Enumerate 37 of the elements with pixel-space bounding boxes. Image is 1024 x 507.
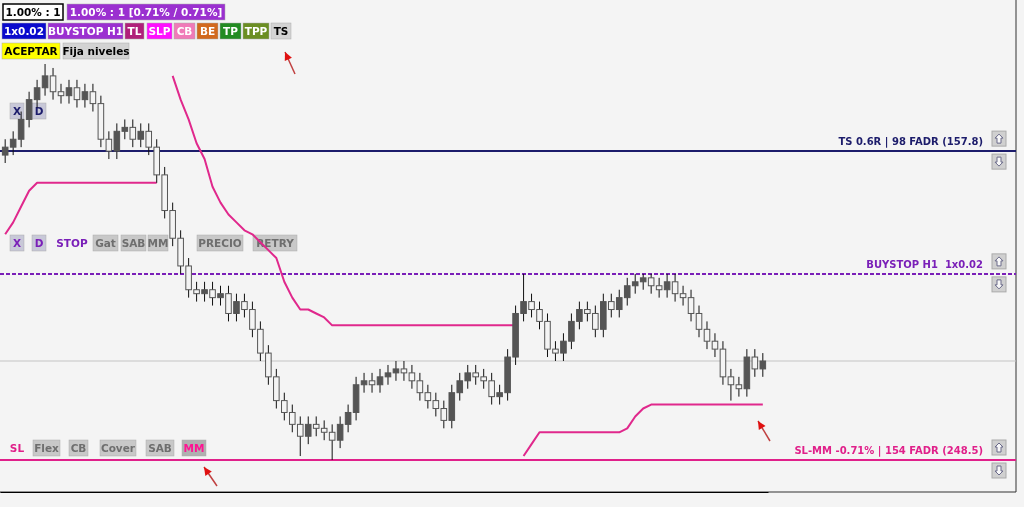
annotation: X	[12, 237, 22, 249]
candlestick	[65, 79, 73, 105]
ref-line-label: TS 0.6R | 98 FADR (157.8)	[838, 136, 983, 149]
annotation: Cover	[100, 442, 136, 454]
text: BE	[199, 25, 216, 37]
text: TP	[223, 25, 239, 37]
annotation: SL	[9, 442, 25, 454]
candlestick	[57, 83, 65, 105]
ref-line-label: SL-MM -0.71% | 154 FADR (248.5)	[794, 445, 983, 457]
annotation: CB	[70, 442, 87, 454]
text: 1.00% : 1 [0.71% / 0.71%]	[69, 6, 223, 18]
annotation: SAB	[121, 237, 146, 249]
candlestick	[695, 305, 703, 338]
annotation: Gat	[95, 237, 116, 249]
annotation: D	[34, 237, 44, 249]
candlestick	[376, 368, 384, 394]
annotation: STOP	[56, 237, 88, 249]
candlestick	[384, 364, 392, 386]
annotation: X	[12, 105, 22, 117]
annotation: MM	[147, 237, 169, 249]
text: SLP	[148, 25, 171, 37]
annotation: D	[34, 105, 44, 117]
text: TL	[127, 25, 142, 37]
text: ACEPTAR	[4, 45, 58, 57]
text: CB	[176, 25, 193, 37]
ref-line-label: BUYSTOP H1 1x0.02	[866, 258, 984, 270]
candlestick	[703, 320, 711, 350]
text: BUYSTOP H1	[47, 25, 124, 37]
annotation: PRECIO	[198, 237, 242, 249]
annotation: Flex	[34, 442, 60, 454]
text: 1.00% : 1	[5, 6, 61, 18]
text: Fija niveles	[62, 45, 130, 57]
text: 1x0.02	[4, 25, 44, 37]
annotation: SAB	[148, 442, 172, 454]
annotation: MM	[183, 442, 205, 454]
text: TPP	[244, 25, 268, 37]
text: TS	[273, 25, 289, 37]
